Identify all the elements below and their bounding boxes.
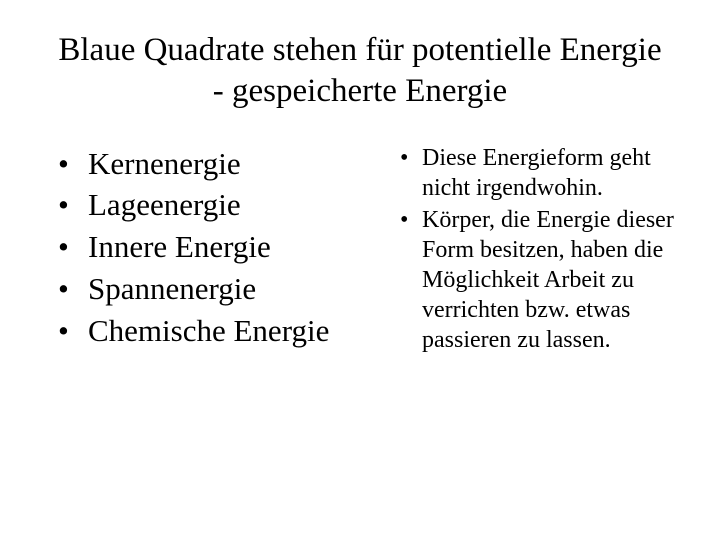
content-columns: • Kernenergie • Lageenergie • Innere Ene… [50, 143, 670, 357]
list-item: • Chemische Energie [58, 310, 360, 352]
list-item-text: Körper, die Energie dieser Form besitzen… [422, 205, 680, 355]
right-bullet-list: • Diese Energieform geht nicht irgendwoh… [380, 143, 690, 355]
bullet-icon: • [58, 226, 88, 268]
bullet-icon: • [400, 143, 422, 173]
list-item-text: Kernenergie [88, 143, 241, 185]
right-column: • Diese Energieform geht nicht irgendwoh… [380, 143, 690, 357]
bullet-icon: • [58, 184, 88, 226]
bullet-icon: • [58, 143, 88, 185]
list-item-text: Diese Energieform geht nicht irgendwohin… [422, 143, 680, 203]
list-item: • Körper, die Energie dieser Form besitz… [400, 205, 680, 355]
list-item-text: Spannenergie [88, 268, 256, 310]
list-item: • Spannenergie [58, 268, 360, 310]
bullet-icon: • [58, 268, 88, 310]
left-bullet-list: • Kernenergie • Lageenergie • Innere Ene… [50, 143, 360, 352]
list-item: • Lageenergie [58, 184, 360, 226]
left-column: • Kernenergie • Lageenergie • Innere Ene… [50, 143, 360, 357]
list-item-text: Lageenergie [88, 184, 241, 226]
list-item: • Kernenergie [58, 143, 360, 185]
list-item: • Innere Energie [58, 226, 360, 268]
list-item-text: Chemische Energie [88, 310, 329, 352]
list-item-text: Innere Energie [88, 226, 271, 268]
bullet-icon: • [400, 205, 422, 235]
slide-title: Blaue Quadrate stehen für potentielle En… [50, 30, 670, 113]
bullet-icon: • [58, 310, 88, 352]
list-item: • Diese Energieform geht nicht irgendwoh… [400, 143, 680, 203]
